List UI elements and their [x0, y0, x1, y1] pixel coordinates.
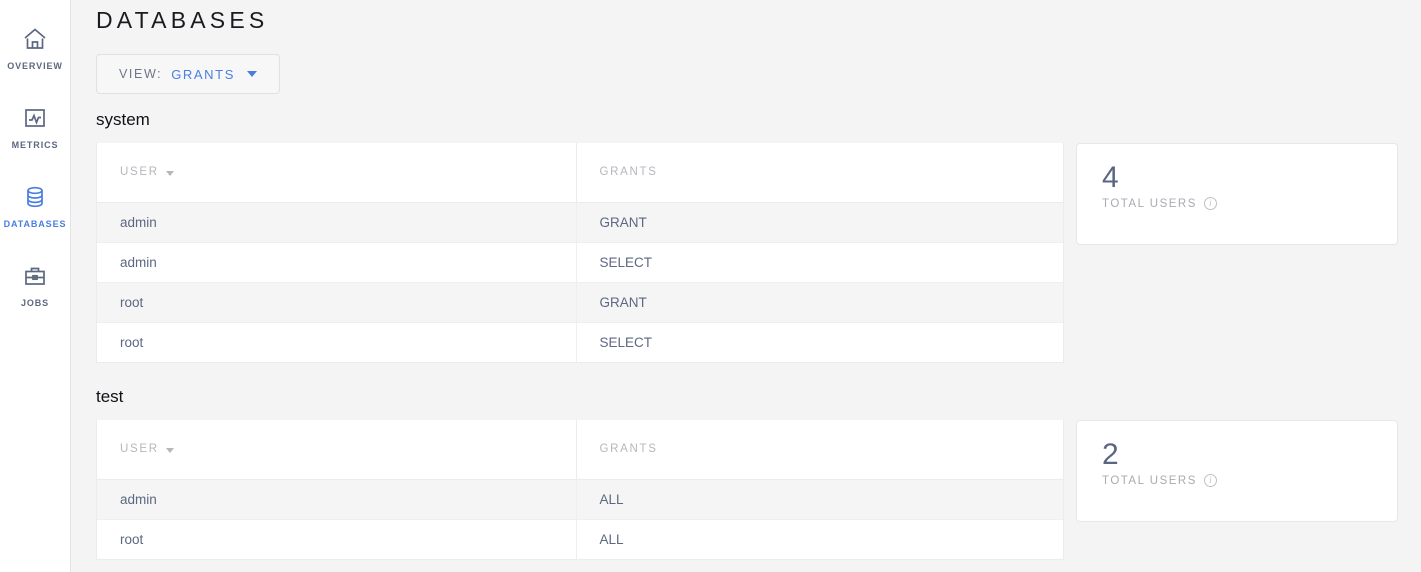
total-users-label: TOTAL USERS [1102, 474, 1197, 487]
sidebar-item-databases[interactable]: DATABASES [0, 166, 71, 245]
view-selector-value: GRANTS [171, 66, 235, 82]
cell-user: admin [97, 202, 577, 243]
column-header-grants-label: GRANTS [599, 166, 658, 179]
table-header-row: USER GRANTS [97, 143, 1063, 203]
table-row[interactable]: admin SELECT [97, 242, 1063, 283]
column-header-grants[interactable]: GRANTS [576, 420, 1063, 480]
table-row[interactable]: admin GRANT [97, 202, 1063, 243]
total-users-value: 2 [1102, 438, 1119, 471]
sidebar-item-label: OVERVIEW [7, 61, 63, 71]
cell-user: admin [97, 479, 577, 520]
cell-grants: ALL [576, 479, 1063, 520]
table-row[interactable]: root SELECT [97, 322, 1063, 362]
total-users-label: TOTAL USERS [1102, 197, 1197, 210]
sidebar-item-jobs[interactable]: JOBS [0, 245, 71, 324]
cell-grants: SELECT [599, 334, 653, 350]
home-icon [22, 24, 48, 54]
chart-icon [22, 103, 48, 133]
sidebar-item-label: JOBS [20, 298, 50, 308]
chevron-down-icon [246, 71, 257, 77]
main-content: DATABASES VIEW: GRANTS system USER [71, 0, 1421, 572]
sort-descending-icon [165, 170, 174, 176]
table-row[interactable]: root ALL [97, 519, 1063, 559]
view-selector-button[interactable]: VIEW: GRANTS [96, 54, 280, 94]
table-row[interactable]: admin ALL [97, 479, 1063, 520]
total-users-card: 2 TOTAL USERS i [1076, 420, 1398, 522]
page-title: DATABASES [96, 7, 269, 33]
sidebar-item-overview[interactable]: OVERVIEW [0, 8, 71, 87]
info-icon[interactable]: i [1203, 197, 1217, 210]
cell-user: admin [97, 242, 577, 283]
info-icon[interactable]: i [1203, 474, 1217, 487]
cell-grants: GRANT [576, 202, 1063, 243]
column-header-user[interactable]: USER [97, 143, 577, 203]
cell-user: root [97, 519, 577, 559]
column-header-grants[interactable]: GRANTS [576, 143, 1063, 203]
view-selector-label: VIEW: [119, 67, 163, 81]
cell-grants: ALL [599, 531, 624, 547]
briefcase-icon [22, 261, 48, 291]
section-title: system [96, 110, 150, 129]
sidebar-item-label: METRICS [11, 140, 59, 150]
sidebar-item-metrics[interactable]: METRICS [0, 87, 71, 166]
sidebar-item-label: DATABASES [3, 219, 67, 229]
column-header-grants-label: GRANTS [599, 443, 658, 456]
column-header-user-label: USER [120, 443, 159, 456]
total-users-card: 4 TOTAL USERS i [1076, 143, 1398, 245]
sort-descending-icon [165, 447, 174, 453]
database-icon [22, 182, 48, 212]
cell-grants: SELECT [576, 242, 1063, 283]
section-title: test [96, 387, 124, 406]
database-section-system: system USER [96, 108, 1398, 363]
database-section-test: test USER [96, 385, 1398, 560]
cell-user: root [97, 282, 577, 323]
total-users-value: 4 [1102, 161, 1119, 194]
grants-table: USER GRANTS [96, 420, 1064, 560]
section-body: USER GRANTS [96, 420, 1398, 560]
table-header-row: USER GRANTS [97, 420, 1063, 480]
sidebar: OVERVIEW METRICS DATABASES [0, 0, 71, 572]
cell-grants: GRANT [576, 282, 1063, 323]
column-header-user[interactable]: USER [97, 420, 577, 480]
grants-table: USER GRANTS [96, 143, 1064, 363]
cell-user: root [97, 322, 577, 362]
section-body: USER GRANTS [96, 143, 1398, 363]
column-header-user-label: USER [120, 166, 159, 179]
table-row[interactable]: root GRANT [97, 282, 1063, 323]
